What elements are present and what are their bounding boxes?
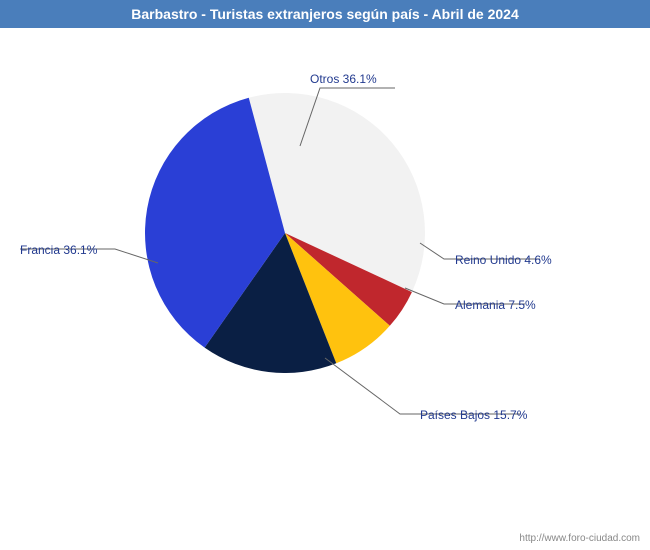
slice-label-reino-unido: Reino Unido 4.6% xyxy=(455,253,552,267)
chart-title: Barbastro - Turistas extranjeros según p… xyxy=(131,6,518,22)
slice-label-países-bajos: Países Bajos 15.7% xyxy=(420,408,527,422)
slice-label-alemania: Alemania 7.5% xyxy=(455,298,536,312)
pie-chart xyxy=(145,93,425,373)
chart-title-bar: Barbastro - Turistas extranjeros según p… xyxy=(0,0,650,28)
slice-label-francia: Francia 36.1% xyxy=(20,243,97,257)
footer-text: http://www.foro-ciudad.com xyxy=(519,533,640,544)
chart-area: Otros 36.1% Reino Unido 4.6% Alemania 7.5%… xyxy=(0,28,650,518)
footer-credit: http://www.foro-ciudad.com xyxy=(519,533,640,544)
slice-label-otros: Otros 36.1% xyxy=(310,72,377,86)
